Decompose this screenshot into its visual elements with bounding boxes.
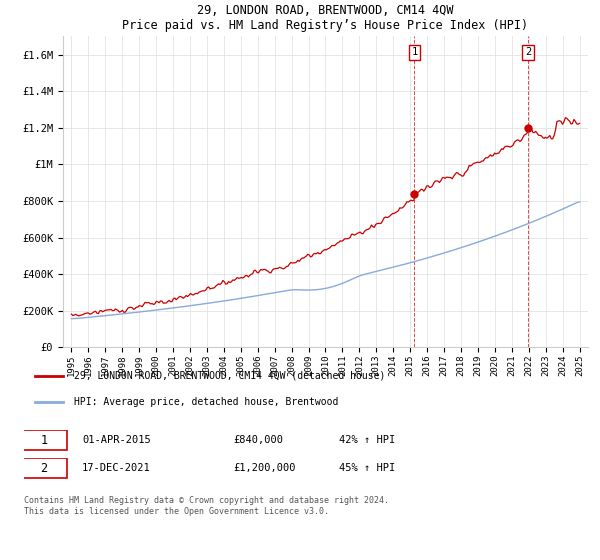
Text: 17-DEC-2021: 17-DEC-2021 (82, 463, 151, 473)
Text: 2: 2 (40, 461, 47, 475)
Text: £1,200,000: £1,200,000 (234, 463, 296, 473)
Text: 1: 1 (411, 47, 418, 57)
Text: 29, LONDON ROAD, BRENTWOOD, CM14 4QW (detached house): 29, LONDON ROAD, BRENTWOOD, CM14 4QW (de… (74, 371, 385, 381)
FancyBboxPatch shape (21, 431, 67, 450)
Text: HPI: Average price, detached house, Brentwood: HPI: Average price, detached house, Bren… (74, 397, 338, 407)
Text: Contains HM Land Registry data © Crown copyright and database right 2024.
This d: Contains HM Land Registry data © Crown c… (24, 497, 389, 516)
Text: 45% ↑ HPI: 45% ↑ HPI (338, 463, 395, 473)
Text: 01-APR-2015: 01-APR-2015 (82, 435, 151, 445)
Text: £840,000: £840,000 (234, 435, 284, 445)
Title: 29, LONDON ROAD, BRENTWOOD, CM14 4QW
Price paid vs. HM Land Registry’s House Pri: 29, LONDON ROAD, BRENTWOOD, CM14 4QW Pri… (122, 4, 529, 32)
Text: 42% ↑ HPI: 42% ↑ HPI (338, 435, 395, 445)
Text: 2: 2 (525, 47, 532, 57)
FancyBboxPatch shape (21, 459, 67, 478)
Text: 1: 1 (40, 433, 47, 447)
